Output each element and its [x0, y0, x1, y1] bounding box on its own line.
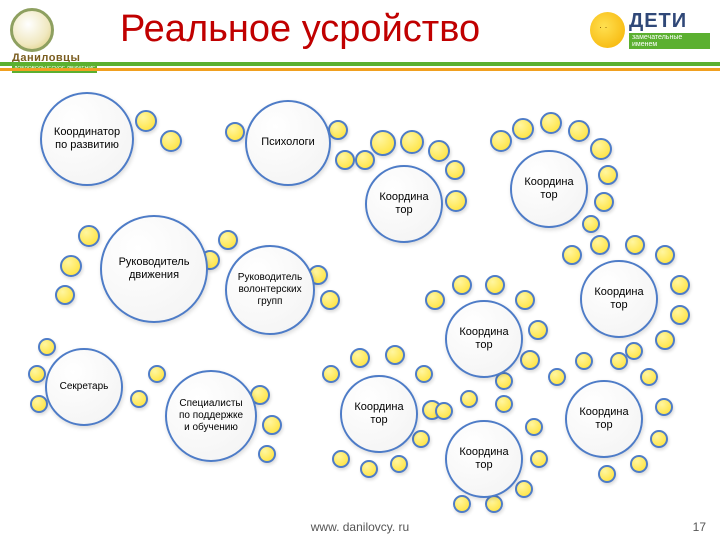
satellite-node [495, 395, 513, 413]
satellite-node [548, 368, 566, 386]
satellite-node [30, 395, 48, 413]
satellite-node [598, 165, 618, 185]
satellite-node [485, 275, 505, 295]
satellite-node [225, 122, 245, 142]
org-node-secretary: Секретарь [45, 348, 123, 426]
satellite-node [322, 365, 340, 383]
satellite-node [370, 130, 396, 156]
satellite-node [650, 430, 668, 448]
org-node-coord-4: Координа тор [445, 300, 523, 378]
satellite-node [435, 402, 453, 420]
page-number: 17 [693, 520, 706, 534]
satellite-node [590, 138, 612, 160]
satellite-node [335, 150, 355, 170]
satellite-node [655, 398, 673, 416]
satellite-node [400, 130, 424, 154]
satellite-node [390, 455, 408, 473]
satellite-node [512, 118, 534, 140]
satellite-node [258, 445, 276, 463]
satellite-node [610, 352, 628, 370]
satellite-node [332, 450, 350, 468]
satellite-node [135, 110, 157, 132]
divider-green [0, 62, 720, 66]
satellite-node [520, 350, 540, 370]
org-node-coord-1: Координа тор [365, 165, 443, 243]
satellite-node [160, 130, 182, 152]
satellite-node [568, 120, 590, 142]
satellite-node [460, 390, 478, 408]
satellite-node [445, 160, 465, 180]
org-node-coord-3: Координа тор [580, 260, 658, 338]
org-node-coord-5: Координа тор [340, 375, 418, 453]
satellite-node [640, 368, 658, 386]
satellite-node [655, 245, 675, 265]
satellite-node [528, 320, 548, 340]
satellite-node [515, 290, 535, 310]
org-node-coord-2: Координа тор [510, 150, 588, 228]
footer-url: www. danilovcy. ru [0, 520, 720, 534]
satellite-node [598, 465, 616, 483]
logo-right-sub: замечательные именем [629, 33, 710, 49]
satellite-node [582, 215, 600, 233]
satellite-node [425, 290, 445, 310]
satellite-node [28, 365, 46, 383]
org-diagram: Координатор по развитию Психологи Координа… [0, 80, 720, 510]
slide: Даниловцы ДОБРОВОЛЬЧЕСКОЕ ДВИЖЕНИЕ Реаль… [0, 0, 720, 540]
satellite-node [78, 225, 100, 247]
satellite-node [412, 430, 430, 448]
satellite-node [320, 290, 340, 310]
satellite-node [575, 352, 593, 370]
satellite-node [415, 365, 433, 383]
satellite-node [630, 455, 648, 473]
satellite-node [625, 235, 645, 255]
satellite-node [385, 345, 405, 365]
satellite-node [60, 255, 82, 277]
satellite-node [525, 418, 543, 436]
satellite-node [594, 192, 614, 212]
org-node-leader: Руководитель движения [100, 215, 208, 323]
logo-right-main: ДЕТИ [629, 10, 710, 33]
satellite-node [328, 120, 348, 140]
satellite-node [453, 495, 471, 513]
sun-icon [590, 12, 625, 48]
logo-deti: ДЕТИ замечательные именем [590, 5, 710, 55]
divider-orange [0, 68, 720, 71]
satellite-node [670, 305, 690, 325]
slide-header: Даниловцы ДОБРОВОЛЬЧЕСКОЕ ДВИЖЕНИЕ Реаль… [0, 0, 720, 70]
logo-danilovcy-icon [10, 8, 54, 52]
org-node-coord-7: Координа тор [445, 420, 523, 498]
satellite-node [360, 460, 378, 478]
satellite-node [590, 235, 610, 255]
satellite-node [490, 130, 512, 152]
satellite-node [670, 275, 690, 295]
satellite-node [562, 245, 582, 265]
org-node-psych: Психологи [245, 100, 331, 186]
logo-danilovcy: Даниловцы ДОБРОВОЛЬЧЕСКОЕ ДВИЖЕНИЕ [10, 8, 110, 63]
org-node-coord-dev: Координатор по развитию [40, 92, 134, 186]
org-node-specialists: Специалисты по поддержке и обучению [165, 370, 257, 462]
slide-title: Реальное усройство [120, 8, 480, 51]
satellite-node [655, 330, 675, 350]
satellite-node [445, 190, 467, 212]
satellite-node [452, 275, 472, 295]
satellite-node [530, 450, 548, 468]
satellite-node [148, 365, 166, 383]
org-node-coord-6: Координа тор [565, 380, 643, 458]
satellite-node [625, 342, 643, 360]
satellite-node [540, 112, 562, 134]
satellite-node [350, 348, 370, 368]
satellite-node [218, 230, 238, 250]
satellite-node [130, 390, 148, 408]
satellite-node [55, 285, 75, 305]
org-node-vol-leader: Руководитель волонтерских групп [225, 245, 315, 335]
satellite-node [355, 150, 375, 170]
satellite-node [262, 415, 282, 435]
satellite-node [428, 140, 450, 162]
satellite-node [515, 480, 533, 498]
satellite-node [38, 338, 56, 356]
